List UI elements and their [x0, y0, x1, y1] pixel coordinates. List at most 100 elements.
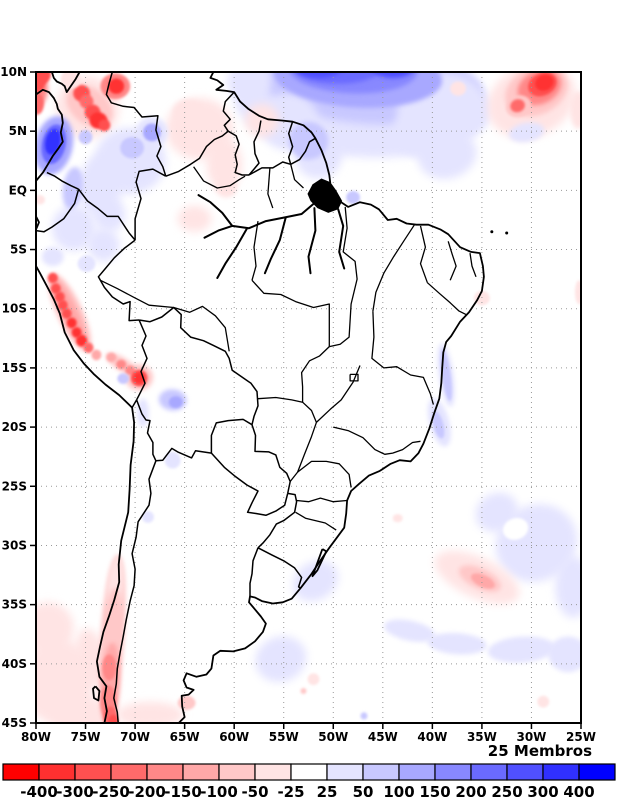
- country-border-path: [78, 188, 136, 241]
- lat-tick-label: 40S: [2, 657, 27, 671]
- anomaly-blob: [51, 205, 96, 251]
- anomaly-blob: [474, 291, 490, 306]
- anomaly-blob: [116, 701, 184, 723]
- anomaly-blob: [102, 654, 117, 681]
- anomaly-blob: [288, 121, 329, 160]
- state-border-path: [419, 225, 429, 283]
- lat-tick-label: 45S: [2, 716, 27, 730]
- lon-tick-label: 80W: [21, 730, 51, 744]
- anomaly-blob: [300, 688, 307, 694]
- anomaly-shading: [36, 72, 581, 723]
- anomaly-blob: [172, 99, 205, 126]
- colorbar-box: [218, 763, 256, 781]
- country-border-path: [257, 492, 298, 549]
- anomaly-blob: [142, 511, 154, 523]
- anomaly-blob: [106, 352, 117, 362]
- colorbar-box: [2, 763, 40, 781]
- anomaly-blob: [36, 72, 51, 87]
- anomaly-blob: [177, 205, 212, 232]
- anomaly-blob: [105, 588, 122, 641]
- country-border-path: [249, 547, 259, 597]
- anomaly-blob: [296, 72, 341, 78]
- colorbar-tick-label: -100: [200, 783, 238, 800]
- colorbar-box: [542, 763, 580, 781]
- anomaly-blob: [66, 317, 77, 329]
- colorbar-tick-label: -25: [277, 783, 304, 800]
- colorbar-box: [182, 763, 220, 781]
- anomaly-blob: [392, 514, 403, 523]
- colorbar-box: [398, 763, 436, 781]
- state-border-path: [371, 311, 435, 405]
- colorbar-tick-label: -250: [92, 783, 130, 800]
- state-border-path: [300, 346, 330, 403]
- anomaly-blob: [570, 91, 581, 129]
- anomaly-blob: [125, 365, 136, 375]
- lon-tick-label: 40W: [417, 730, 447, 744]
- colorbar-box: [362, 763, 400, 781]
- country-border-path: [210, 418, 253, 454]
- state-border-path: [100, 279, 174, 309]
- country-border-path: [251, 424, 291, 494]
- state-border-path: [267, 167, 274, 209]
- lon-tick-label: 35W: [467, 730, 497, 744]
- anomaly-blob: [71, 327, 82, 338]
- anomaly-blob: [108, 78, 125, 94]
- lon-tick-label: 55W: [269, 730, 299, 744]
- anomaly-blob: [36, 602, 74, 655]
- colorbar-tick-label: 150: [419, 783, 450, 800]
- colorbar-tick-label: 25: [317, 783, 338, 800]
- anomaly-blob: [36, 93, 44, 115]
- anomaly-blob: [108, 714, 119, 723]
- anomaly-blob: [98, 119, 111, 132]
- country-border-path: [248, 161, 291, 176]
- state-border-path: [333, 426, 421, 455]
- anomaly-blob: [47, 272, 58, 284]
- map-frame: [35, 71, 582, 724]
- river-path: [197, 194, 234, 227]
- country-border-path: [138, 306, 259, 425]
- lat-tick-label: 5S: [10, 243, 27, 257]
- lon-tick-label: 75W: [71, 730, 101, 744]
- state-border-path: [296, 497, 348, 503]
- country-border-path: [248, 120, 262, 176]
- state-border-path: [251, 221, 259, 281]
- colorbar-box: [470, 763, 508, 781]
- coastline-path: [36, 88, 64, 182]
- anomaly-blob: [54, 291, 65, 303]
- anomaly-blob: [164, 451, 181, 469]
- lat-tick-label: 20S: [2, 420, 27, 434]
- colorbar-box: [578, 763, 616, 781]
- state-border-path: [297, 460, 352, 488]
- river-path: [307, 207, 317, 275]
- country-border-path: [36, 188, 80, 233]
- state-border-path: [329, 206, 358, 348]
- colorbar-tick-label: 100: [383, 783, 414, 800]
- lon-tick-label: 60W: [219, 730, 249, 744]
- country-border-path: [210, 452, 289, 517]
- anomaly-blob: [45, 128, 61, 155]
- anomaly-blob: [120, 137, 144, 159]
- country-border-path: [46, 171, 79, 190]
- colorbar-box: [290, 763, 328, 781]
- anomaly-blob: [57, 299, 68, 311]
- anomaly-blob: [307, 673, 320, 686]
- lat-tick-label: 30S: [2, 538, 27, 552]
- state-border-path: [173, 305, 230, 352]
- lat-tick-label: 15S: [2, 361, 27, 375]
- state-borders: [100, 164, 477, 531]
- lat-tick-label: EQ: [9, 183, 27, 197]
- colorbar-box: [110, 763, 148, 781]
- anomaly-blob: [292, 560, 339, 602]
- anomaly-blob: [450, 81, 466, 96]
- lon-tick-label: 25W: [566, 730, 596, 744]
- anomaly-blob: [50, 695, 111, 723]
- anomaly-blob: [83, 342, 94, 354]
- state-border-path: [315, 365, 361, 423]
- anomaly-blob: [50, 283, 61, 294]
- country-border-path: [134, 168, 167, 241]
- anomaly-blob: [77, 255, 96, 272]
- country-border-path: [155, 447, 212, 462]
